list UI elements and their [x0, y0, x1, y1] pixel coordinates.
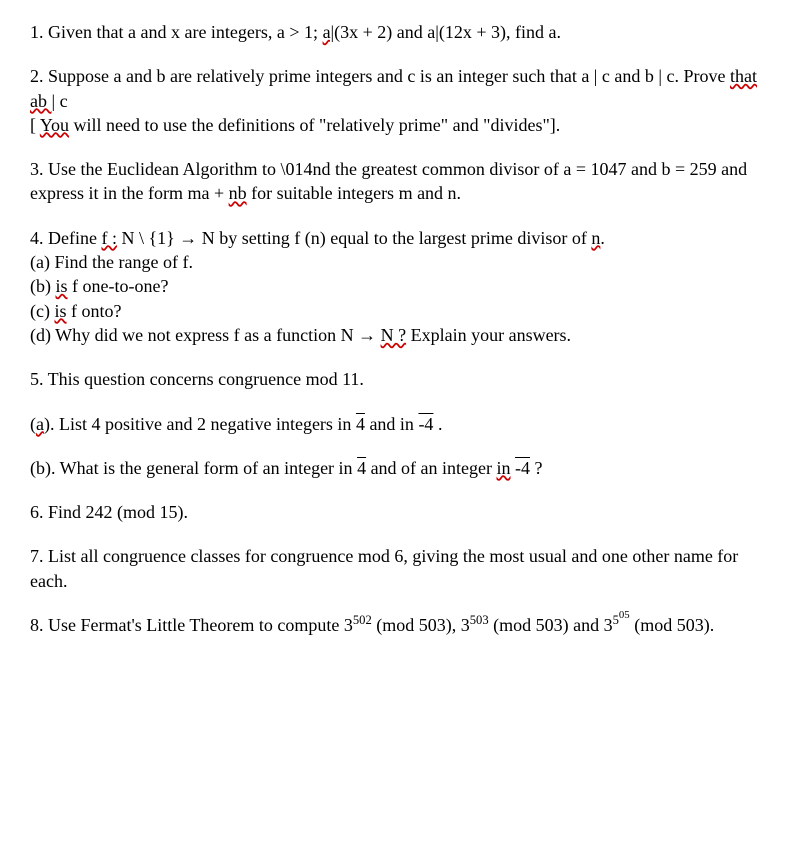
question-5-intro: 5. This question concerns congruence mod… — [30, 367, 770, 391]
q5b-neg4: -4 — [515, 458, 530, 478]
q4-n: n — [591, 228, 600, 248]
q8-mid1: (mod 503), 3 — [372, 615, 470, 635]
q5b-pre: (b). What is the general form of an inte… — [30, 458, 357, 478]
question-6: 6. Find 242 (mod 15). — [30, 500, 770, 524]
q2-that: that — [730, 66, 757, 86]
question-2: 2. Suppose a and b are relatively prime … — [30, 64, 770, 137]
q3-nb: nb — [229, 183, 247, 203]
q4-b-pre: (b) — [30, 276, 56, 296]
q5-intro: 5. This question concerns congruence mod… — [30, 369, 364, 389]
q2-line1: 2. Suppose a and b are relatively prime … — [30, 66, 730, 86]
question-8: 8. Use Fermat's Little Theorem to comput… — [30, 613, 770, 637]
q5b-mid: and of an integer — [366, 458, 496, 478]
q4-is2: is — [54, 301, 66, 321]
q4-intro-a: 4. Define — [30, 228, 101, 248]
q5a-and: and in — [365, 414, 419, 434]
question-7: 7. List all congruence classes for congr… — [30, 544, 770, 593]
q8-end: (mod 503). — [630, 615, 715, 635]
q4-d-post: Explain your answers. — [406, 325, 571, 345]
q4-d-pre: (d) Why did we not express f as a functi… — [30, 325, 381, 345]
q8-pre: 8. Use Fermat's Little Theorem to comput… — [30, 615, 353, 635]
q3-line2: for suitable integers m and n. — [247, 183, 461, 203]
q4-c-pre: (c) — [30, 301, 54, 321]
question-4: 4. Define f : N \ {1} → N by setting f (… — [30, 226, 770, 347]
question-5b: (b). What is the general form of an inte… — [30, 456, 770, 480]
question-3: 3. Use the Euclidean Algorithm to \014nd… — [30, 157, 770, 206]
q1-squiggle: a| — [323, 22, 335, 42]
question-5a: (a). List 4 positive and 2 negative inte… — [30, 412, 770, 436]
q5a-mid: ). List 4 positive and 2 negative intege… — [44, 414, 356, 434]
q4-intro-b: N \ {1} → N by setting f (n) equal to th… — [117, 228, 591, 248]
q7-text: 7. List all congruence classes for congr… — [30, 546, 738, 590]
q4-a: (a) Find the range of f. — [30, 252, 193, 272]
q2-pipec: | c — [52, 91, 68, 111]
q4-Nq: N ? — [381, 325, 407, 345]
q5a-letter: a — [36, 414, 44, 434]
q4-fcolon: f : — [101, 228, 117, 248]
q4-b-post: f one-to-one? — [68, 276, 169, 296]
q6-text: 6. Find 242 (mod 15). — [30, 502, 188, 522]
q5a-neg4: -4 — [418, 414, 433, 434]
q2-you: You — [40, 115, 69, 135]
q2-rest: will need to use the definitions of "rel… — [69, 115, 560, 135]
q4-dot: . — [600, 228, 605, 248]
q1-text-c: (3x + 2) and a|(12x + 3), find a. — [334, 22, 561, 42]
q5b-four: 4 — [357, 458, 366, 478]
q4-is: is — [56, 276, 68, 296]
q8-exp1: 502 — [353, 613, 372, 627]
q4-c-post: f onto? — [67, 301, 122, 321]
q5b-end: ? — [530, 458, 543, 478]
q5a-four: 4 — [356, 414, 365, 434]
question-1: 1. Given that a and x are integers, a > … — [30, 20, 770, 44]
q8-mid2: (mod 503) and 3 — [489, 615, 613, 635]
q5a-end: . — [433, 414, 442, 434]
q2-bracket: [ — [30, 115, 40, 135]
q8-exp3b: 05 — [619, 609, 630, 621]
q2-ab: ab — [30, 91, 52, 111]
q5b-in: in — [497, 458, 511, 478]
q8-exp2: 503 — [470, 613, 489, 627]
q1-text: 1. Given that a and x are integers, a > … — [30, 22, 323, 42]
